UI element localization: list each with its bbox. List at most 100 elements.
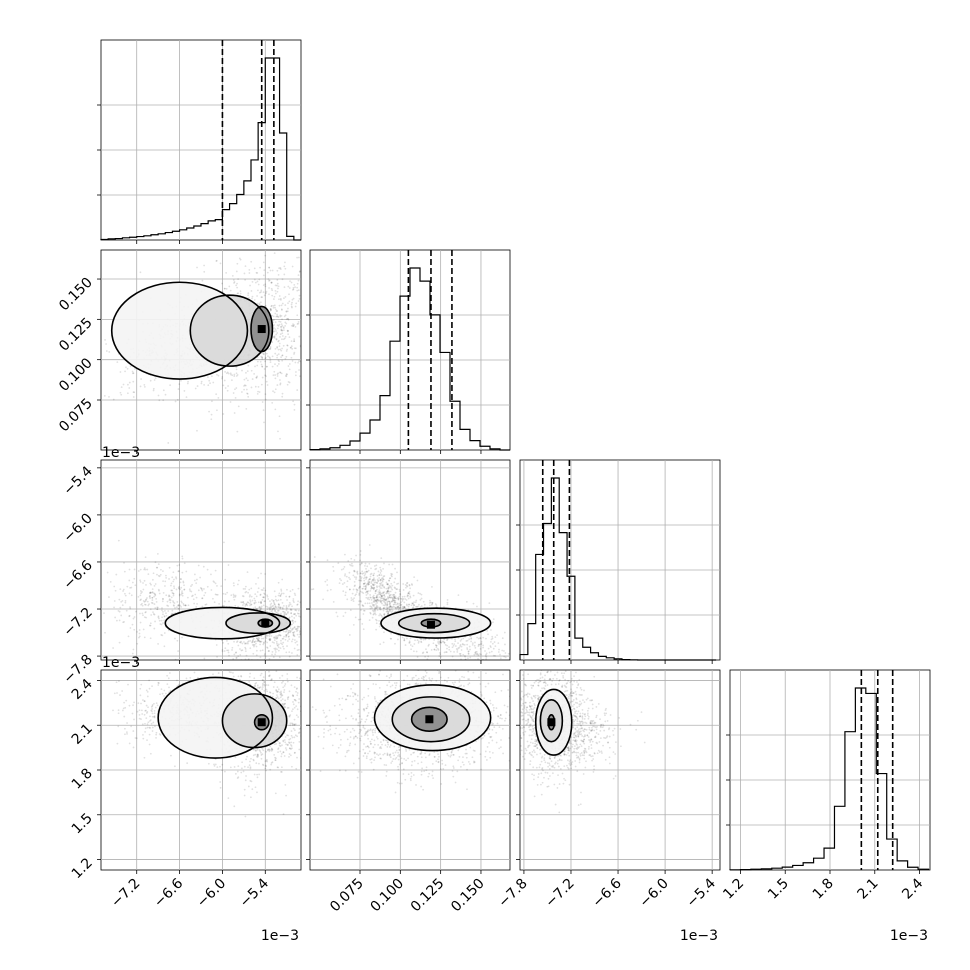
scatter-point <box>363 585 365 588</box>
scatter-point <box>354 616 357 619</box>
scatter-point <box>128 381 131 384</box>
scatter-point <box>281 392 284 395</box>
scatter-point <box>287 663 289 665</box>
scatter-point <box>283 739 286 741</box>
scatter-point <box>177 604 180 606</box>
scatter-point <box>131 652 134 655</box>
scatter-point <box>195 582 198 585</box>
scatter-point <box>233 281 236 283</box>
scatter-point <box>362 613 365 615</box>
scatter-point <box>116 692 118 694</box>
scatter-point <box>197 589 200 592</box>
scatter-point <box>279 314 282 317</box>
scatter-point <box>134 737 137 739</box>
scatter-point <box>266 748 269 751</box>
scatter-point <box>240 659 243 660</box>
scatter-point <box>114 589 117 592</box>
scatter-point <box>272 336 275 339</box>
scatter-point <box>250 369 253 372</box>
scatter-point <box>270 281 273 284</box>
scatter-point <box>255 642 257 645</box>
scatter-point <box>283 689 286 691</box>
scatter-point <box>287 365 290 367</box>
scatter-point <box>261 365 264 368</box>
scatter-point <box>221 649 224 651</box>
scatter-point <box>298 369 300 371</box>
scatter-point <box>224 578 227 581</box>
scatter-point <box>250 796 252 799</box>
scatter-point <box>293 718 296 721</box>
scatter-point <box>249 766 252 769</box>
scatter-point <box>297 648 300 651</box>
scatter-point <box>280 372 283 375</box>
scatter-point <box>128 614 131 617</box>
scatter-point <box>237 765 240 768</box>
scatter-point <box>179 581 182 584</box>
scatter-point <box>155 597 158 600</box>
scatter-point <box>274 598 277 601</box>
scatter-point <box>294 286 296 289</box>
scatter-point <box>297 716 300 718</box>
scatter-point <box>268 675 271 678</box>
panel-content <box>103 252 301 444</box>
scatter-point <box>263 683 266 686</box>
scatter-point <box>380 615 383 617</box>
scatter-point <box>249 640 252 642</box>
scatter-point <box>185 396 188 399</box>
scatter-point <box>263 654 266 657</box>
scatter-point <box>276 279 279 281</box>
panel-frame <box>100 39 302 241</box>
scatter-point <box>346 580 349 583</box>
scatter-point <box>159 573 162 576</box>
scatter-point <box>383 575 386 577</box>
scatter-point <box>270 304 273 307</box>
scatter-point <box>350 562 353 565</box>
scatter-point <box>271 608 274 610</box>
scatter-point <box>180 600 183 603</box>
scatter-point <box>222 413 225 415</box>
scatter-point <box>227 564 230 566</box>
scatter-point <box>253 602 256 605</box>
scatter-point <box>153 710 156 712</box>
scatter-point <box>237 605 239 608</box>
scatter-point <box>288 617 290 620</box>
scatter-point <box>290 730 293 732</box>
scatter-point <box>269 638 272 641</box>
scatter-point <box>131 581 134 584</box>
scatter-point <box>275 636 277 639</box>
scatter-point <box>266 641 269 644</box>
scatter-point <box>297 701 300 704</box>
scatter-point <box>149 379 152 382</box>
scatter-point <box>190 590 193 593</box>
scatter-point <box>376 575 379 577</box>
scatter-point <box>278 742 281 744</box>
scatter-point <box>112 647 115 649</box>
scatter-point <box>246 641 249 644</box>
scatter-point <box>299 727 301 730</box>
scatter-point <box>375 606 378 609</box>
scatter-point <box>293 723 296 726</box>
scatter-point <box>289 724 292 727</box>
scatter-point <box>288 690 291 693</box>
scatter-point <box>306 663 308 665</box>
scatter-point <box>247 292 250 295</box>
scatter-point <box>279 661 281 663</box>
histogram-panel-3 <box>726 669 931 874</box>
scatter-point <box>286 348 288 351</box>
scatter-point <box>268 750 271 753</box>
scatter-point <box>151 596 154 599</box>
scatter-point <box>427 644 430 647</box>
scatter-point <box>278 606 280 608</box>
scatter-point <box>393 596 396 599</box>
scatter-point <box>246 604 249 607</box>
scatter-point <box>144 603 147 606</box>
scatter-point <box>117 725 120 728</box>
scatter-point <box>280 299 282 301</box>
scatter-point <box>270 763 273 766</box>
scatter-point <box>143 603 146 606</box>
scatter-point <box>174 400 177 403</box>
scatter-point <box>387 590 389 593</box>
scatter-point <box>376 601 379 604</box>
scatter-point <box>276 324 279 327</box>
scatter-point <box>277 359 280 362</box>
